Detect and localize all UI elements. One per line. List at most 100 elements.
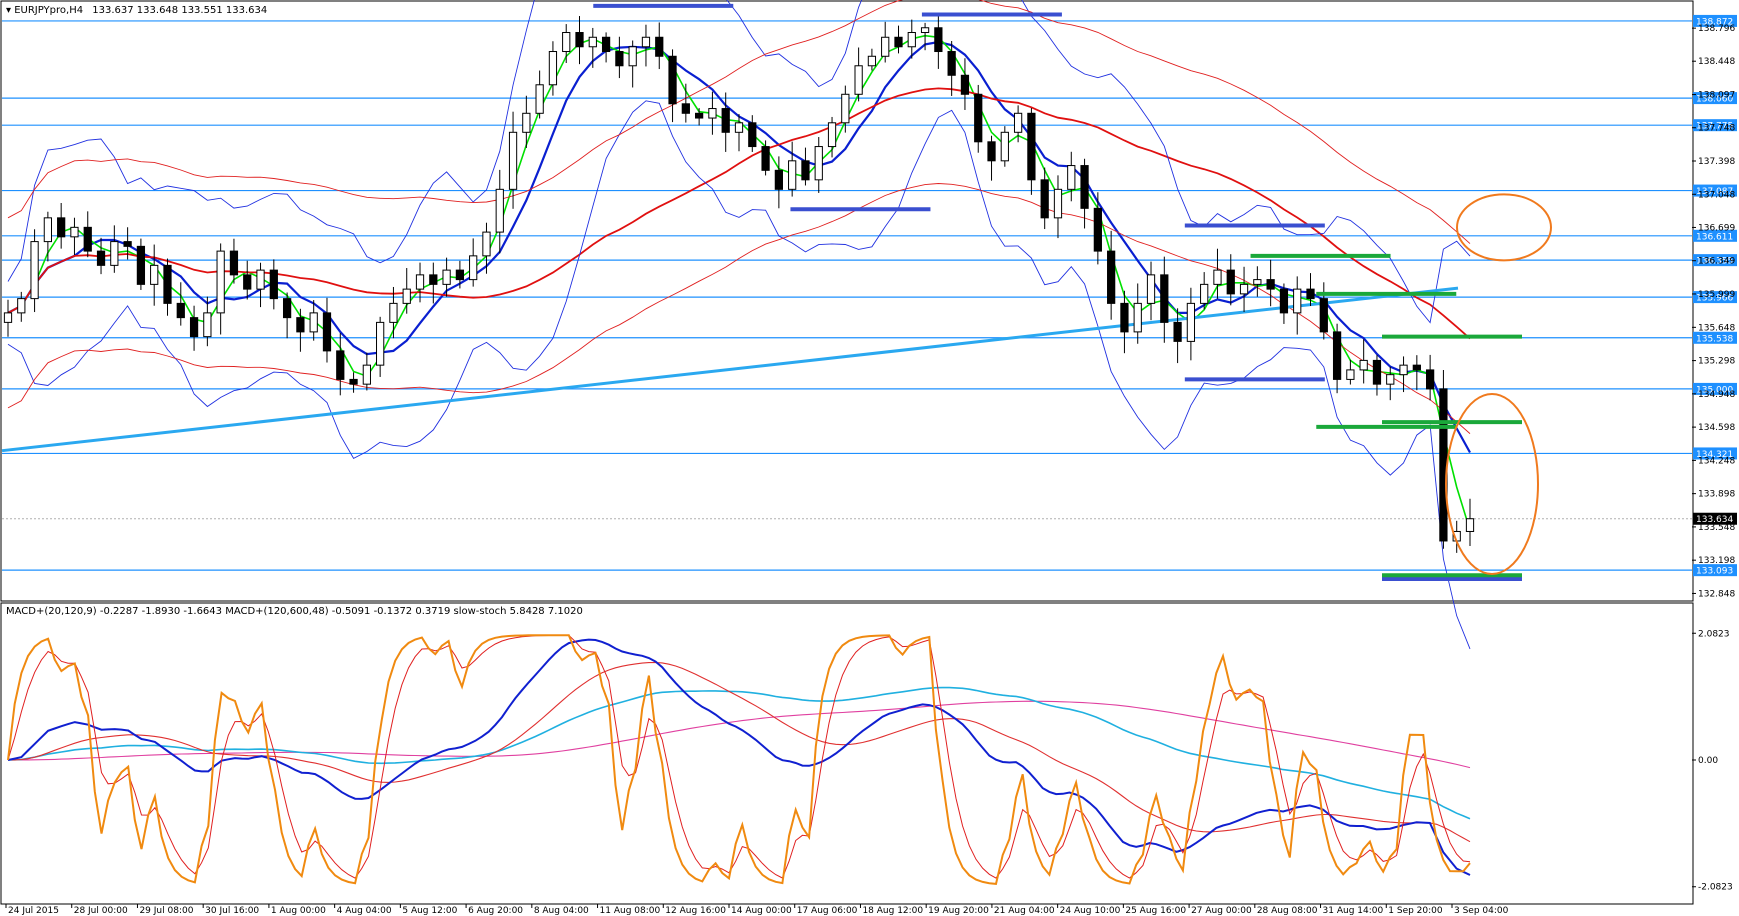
candle-body [1399, 364, 1408, 376]
level-tag-label: 137.775 [1696, 122, 1733, 132]
candle-body [96, 250, 106, 266]
macd-slow-line [7, 686, 1471, 820]
time-tick-label: 6 Aug 20:00 [468, 906, 523, 916]
time-axis: 24 Jul 2015 28 Jul 00:00 29 Jul 08:00 30 Ju… [5, 904, 1509, 916]
candle-body [336, 350, 345, 380]
bollinger-lower [7, 100, 1471, 650]
time-tick-label: 11 Aug 08:00 [600, 906, 661, 916]
candle-body [189, 317, 199, 338]
candle-body [1279, 288, 1289, 314]
level-tag [1693, 564, 1737, 577]
candle-body [960, 74, 970, 95]
candle-body [575, 32, 584, 48]
osc-tick-label: -2.0823 [1698, 883, 1733, 893]
level-tag-label: 138.060 [1696, 95, 1733, 105]
level-tag-label: 138.872 [1696, 17, 1733, 27]
level-tag-label: 137.087 [1696, 187, 1733, 197]
candle-body [601, 36, 611, 53]
oscillators: 2.0823 0.00 -2.0823 [7, 629, 1733, 893]
candle-body [296, 317, 305, 333]
price-tick-label: 135.298 [1698, 357, 1735, 367]
time-tick-label: 25 Aug 16:00 [1125, 906, 1186, 916]
candle-body [827, 122, 837, 148]
ma-slow-line [7, 87, 1471, 340]
candle-body [1306, 288, 1315, 300]
level-tag [1693, 254, 1737, 267]
candle-body [641, 36, 651, 48]
candle-body [482, 231, 491, 257]
price-tick-label: 134.948 [1698, 390, 1735, 400]
collapse-triangle-icon[interactable]: ▾ [6, 5, 14, 16]
candle-body [788, 160, 797, 190]
symbol-label: EURJPYpro,H4 [14, 5, 83, 16]
candle-body [1067, 165, 1076, 190]
time-tick-label: 12 Aug 16:00 [665, 906, 726, 916]
price-tick-label: 135.999 [1698, 290, 1735, 300]
envelope-upper [7, 0, 1471, 244]
price-tick-label: 136.699 [1698, 223, 1735, 233]
time-tick-label: 4 Aug 04:00 [337, 906, 392, 916]
candle-body [615, 51, 624, 67]
candle-body [1040, 179, 1049, 219]
chart-header: ▾ EURJPYpro,H4 133.637 133.648 133.551 1… [6, 5, 267, 16]
candle-body [1000, 131, 1009, 162]
candle-body [30, 241, 39, 300]
candle-body [1293, 288, 1302, 314]
candle-body [322, 312, 332, 352]
time-tick-label: 18 Aug 12:00 [862, 906, 923, 916]
current-price-label: 133.634 [1696, 515, 1733, 525]
price-tick-label: 137.048 [1698, 190, 1735, 200]
candle-body [522, 112, 531, 133]
indicator-panel-frame [0, 602, 1694, 905]
candle-body [841, 93, 850, 124]
candle-body [1013, 112, 1023, 133]
level-tag-label: 135.000 [1696, 385, 1733, 395]
candlesticks [3, 15, 1475, 553]
time-tick-label: 5 Aug 12:00 [402, 906, 457, 916]
candle-body [508, 131, 518, 190]
candle-body [495, 188, 504, 233]
candle-body [1386, 374, 1395, 385]
candle-body [429, 274, 438, 285]
candle-body [548, 51, 558, 86]
level-tag [1693, 382, 1737, 395]
price-tick-label: 138.796 [1698, 24, 1735, 34]
candle-body [1213, 269, 1222, 285]
level-tag-label: 134.321 [1696, 450, 1733, 460]
candle-body [455, 269, 465, 281]
candle-body [123, 241, 132, 247]
candle-body [415, 274, 425, 290]
candle-body [668, 55, 677, 105]
candle-body [269, 269, 278, 300]
indicator-curves [1, 0, 1471, 650]
candle-body [987, 141, 996, 162]
candle-body [1173, 321, 1182, 342]
candle-body [867, 55, 877, 67]
candle-body [1239, 283, 1249, 295]
horizontal-levels: 138.872 138.060 137.775 137.087 136.611 136.3… [2, 14, 1737, 577]
level-tag [1693, 229, 1737, 242]
candle-body [1266, 279, 1275, 290]
level-tag-label: 135.538 [1696, 334, 1733, 344]
osc-tick-label: 2.0823 [1698, 629, 1730, 639]
current-price-tag [1693, 512, 1737, 525]
candle-body [734, 122, 744, 133]
price-tick-label: 133.198 [1698, 556, 1735, 566]
candle-body [1372, 359, 1382, 385]
time-tick-label: 31 Aug 14:00 [1323, 906, 1384, 916]
price-tick-label: 132.848 [1698, 589, 1735, 599]
candle-body [1200, 283, 1209, 304]
candle-body [1146, 274, 1156, 304]
osc-tick-label: 0.00 [1698, 756, 1718, 766]
candle-body [761, 146, 770, 171]
candle-body [1359, 359, 1368, 371]
price-tick-label: 133.548 [1698, 523, 1735, 533]
price-axis: 138.796 138.448 138.097 137.748 137.398 137.0… [1692, 24, 1735, 599]
ohlc-label: 133.637 133.648 133.551 133.634 [92, 5, 267, 16]
envelope-lower [7, 183, 1471, 434]
level-tag [1693, 14, 1737, 27]
candle-body [947, 51, 956, 76]
price-tick-label: 138.448 [1698, 57, 1735, 67]
candle-body [881, 36, 890, 57]
